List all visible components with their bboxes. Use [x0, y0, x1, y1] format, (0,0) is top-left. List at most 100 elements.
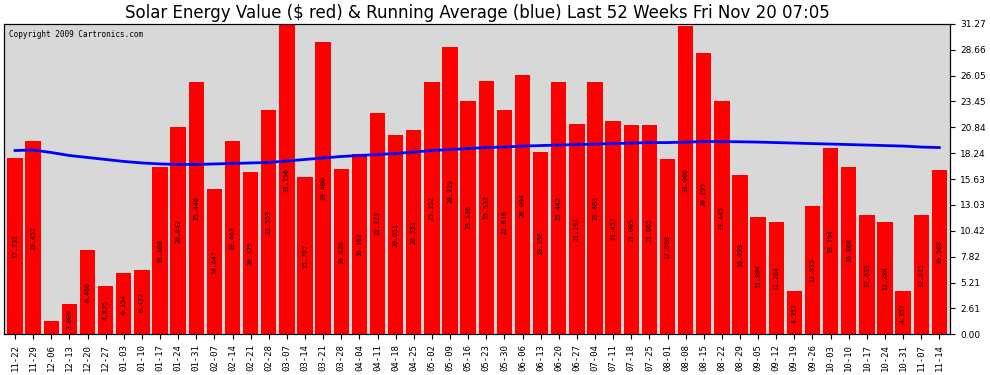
Text: 15.787: 15.787	[302, 244, 308, 268]
Bar	[678, 26, 693, 334]
Bar	[243, 172, 258, 334]
Text: 14.647: 14.647	[212, 249, 218, 273]
Text: 11.284: 11.284	[773, 266, 779, 290]
Bar	[116, 273, 132, 334]
Text: 12.019: 12.019	[864, 262, 870, 286]
Bar	[823, 148, 839, 334]
Bar	[279, 25, 295, 334]
Text: 21.457: 21.457	[610, 216, 616, 240]
Text: 4.357: 4.357	[791, 303, 797, 322]
Text: 11.804: 11.804	[755, 264, 761, 288]
Text: 16.868: 16.868	[845, 238, 851, 262]
Text: 23.516: 23.516	[465, 206, 471, 230]
Text: 22.616: 22.616	[501, 210, 508, 234]
Bar	[551, 82, 566, 334]
Text: 20.842: 20.842	[175, 219, 181, 243]
Text: 21.065: 21.065	[646, 217, 652, 242]
Bar	[805, 206, 820, 334]
Bar	[478, 81, 494, 334]
Text: 25.532: 25.532	[483, 195, 489, 219]
Text: 31.066: 31.066	[683, 168, 689, 192]
Bar	[895, 291, 911, 334]
Bar	[297, 177, 313, 334]
Text: 26.094: 26.094	[520, 193, 526, 217]
Text: 18.358: 18.358	[538, 231, 544, 255]
Bar	[7, 158, 23, 334]
Bar	[98, 286, 114, 334]
Text: 16.059: 16.059	[737, 243, 743, 267]
Bar	[188, 81, 204, 334]
Text: 19.463: 19.463	[230, 226, 236, 250]
Bar	[80, 250, 95, 334]
Bar	[606, 121, 621, 334]
Bar	[859, 215, 874, 334]
Text: 16.808: 16.808	[157, 239, 163, 263]
Text: 3.009: 3.009	[66, 309, 72, 329]
Bar	[406, 130, 422, 334]
Bar	[261, 110, 276, 334]
Text: 16.568: 16.568	[937, 240, 942, 264]
Text: 28.295: 28.295	[701, 182, 707, 206]
Text: 12.915: 12.915	[810, 258, 816, 282]
Text: 20.551: 20.551	[411, 220, 417, 244]
Bar	[515, 75, 531, 334]
Text: 12.015: 12.015	[919, 262, 925, 286]
Text: 22.323: 22.323	[374, 211, 380, 236]
Text: 17.732: 17.732	[12, 234, 18, 258]
Text: 28.919: 28.919	[447, 178, 453, 203]
Bar	[733, 175, 747, 334]
Text: 19.452: 19.452	[30, 226, 37, 250]
Bar	[624, 125, 639, 334]
Bar	[569, 124, 584, 334]
Bar	[61, 304, 77, 334]
Bar	[170, 127, 186, 334]
Text: 25.403: 25.403	[592, 196, 598, 220]
Title: Solar Energy Value ($ red) & Running Average (blue) Last 52 Weeks Fri Nov 20 07:: Solar Energy Value ($ red) & Running Ave…	[125, 4, 830, 22]
Bar	[460, 101, 476, 334]
Bar	[388, 135, 403, 334]
Bar	[135, 270, 149, 334]
Bar	[370, 112, 385, 334]
Text: 21.193: 21.193	[574, 217, 580, 241]
Bar	[642, 125, 657, 334]
Bar	[932, 170, 947, 334]
Bar	[44, 321, 59, 334]
Text: 8.466: 8.466	[84, 282, 90, 302]
Bar	[443, 47, 457, 334]
Text: 16.626: 16.626	[339, 240, 345, 264]
Bar	[225, 141, 241, 334]
Text: 29.460: 29.460	[320, 176, 326, 200]
Text: Copyright 2009 Cartronics.com: Copyright 2009 Cartronics.com	[9, 30, 143, 39]
Bar	[316, 42, 331, 334]
Text: 17.598: 17.598	[664, 235, 670, 259]
Text: 11.284: 11.284	[882, 266, 888, 290]
Text: 18.102: 18.102	[356, 232, 362, 256]
Bar	[152, 167, 167, 334]
Bar	[207, 189, 222, 334]
Bar	[696, 53, 712, 334]
Bar	[424, 82, 440, 334]
Bar	[750, 217, 766, 334]
Bar	[914, 215, 929, 334]
Text: 31.156: 31.156	[284, 168, 290, 192]
Text: 18.794: 18.794	[828, 229, 834, 253]
Bar	[787, 291, 802, 334]
Bar	[659, 159, 675, 334]
Bar	[497, 110, 512, 334]
Text: 4.875: 4.875	[103, 300, 109, 320]
Bar	[714, 101, 730, 334]
Bar	[351, 154, 367, 334]
Text: 23.445: 23.445	[719, 206, 725, 230]
Bar	[842, 167, 856, 334]
Bar	[334, 169, 348, 334]
Text: 25.352: 25.352	[429, 196, 435, 220]
Text: 22.553: 22.553	[265, 210, 272, 234]
Text: 4.357: 4.357	[900, 303, 906, 322]
Text: 25.442: 25.442	[555, 196, 561, 220]
Text: 6.472: 6.472	[139, 292, 145, 312]
Text: 20.051: 20.051	[393, 223, 399, 247]
Text: 6.154: 6.154	[121, 294, 127, 314]
Text: 21.085: 21.085	[629, 217, 635, 242]
Bar	[587, 82, 603, 334]
Text: 25.446: 25.446	[193, 196, 199, 220]
